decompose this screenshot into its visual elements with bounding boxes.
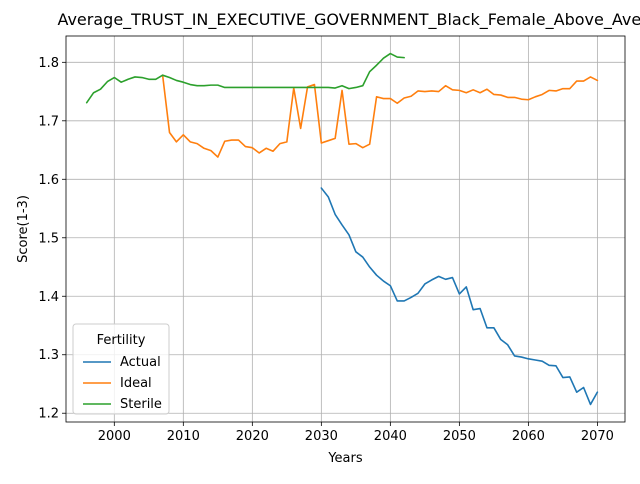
x-tick-label: 2010 <box>167 429 200 444</box>
legend-title: Fertility <box>97 333 146 348</box>
y-tick-label: 1.5 <box>38 231 59 246</box>
x-tick-label: 2000 <box>98 429 131 444</box>
legend-label-sterile: Sterile <box>120 397 162 412</box>
axis-ticks: 2000 2010 2020 2030 2040 2050 2060 2070 1.2 1.3 1.… <box>38 56 614 444</box>
legend: Fertility Actual Ideal Sterile <box>72 323 170 415</box>
series-line-ideal <box>161 74 599 158</box>
x-tick-label: 2020 <box>236 429 269 444</box>
y-tick-label: 1.8 <box>38 56 59 71</box>
y-tick-label: 1.6 <box>38 173 59 188</box>
series-line-sterile <box>85 52 405 104</box>
series-lines <box>85 52 599 406</box>
legend-box <box>72 323 170 415</box>
x-axis-label: Years <box>327 451 363 466</box>
y-tick-label: 1.3 <box>38 348 59 363</box>
y-tick-label: 1.7 <box>38 114 59 129</box>
legend-label-actual: Actual <box>120 355 161 370</box>
legend-entries: Actual Ideal Sterile <box>83 355 162 412</box>
y-tick-label: 1.4 <box>38 290 59 305</box>
series-line-actual <box>320 187 599 406</box>
y-axis-label: Score(1-3) <box>16 195 31 263</box>
x-tick-label: 2050 <box>443 429 476 444</box>
x-tick-label: 2060 <box>512 429 545 444</box>
x-tick-label: 2030 <box>305 429 338 444</box>
x-tick-label: 2040 <box>374 429 407 444</box>
plot-frame <box>65 35 626 423</box>
chart-title: Average_TRUST_IN_EXECUTIVE_GOVERNMENT_Bl… <box>57 10 640 30</box>
x-tick-label: 2070 <box>581 429 614 444</box>
legend-label-ideal: Ideal <box>120 376 152 391</box>
y-tick-label: 1.2 <box>38 407 59 422</box>
